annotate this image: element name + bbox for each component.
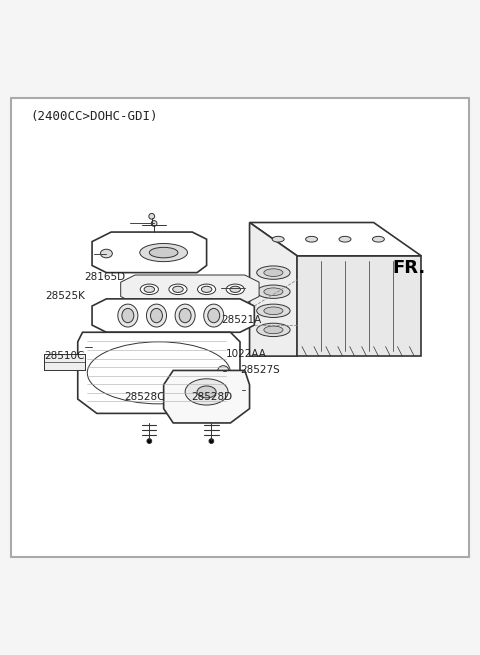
- Ellipse shape: [197, 386, 216, 398]
- Polygon shape: [92, 232, 206, 272]
- Ellipse shape: [122, 309, 134, 323]
- Ellipse shape: [264, 288, 283, 295]
- Ellipse shape: [173, 286, 183, 292]
- Text: 28510C: 28510C: [45, 351, 85, 361]
- Ellipse shape: [204, 304, 224, 327]
- Ellipse shape: [140, 284, 158, 295]
- Ellipse shape: [257, 304, 290, 318]
- Ellipse shape: [272, 236, 284, 242]
- FancyArrow shape: [349, 267, 385, 288]
- Bar: [44, 354, 85, 371]
- Circle shape: [147, 439, 152, 443]
- Ellipse shape: [149, 248, 178, 258]
- Ellipse shape: [201, 286, 212, 292]
- Ellipse shape: [208, 309, 220, 323]
- Text: 28527S: 28527S: [240, 365, 280, 375]
- Text: 28528D: 28528D: [191, 392, 232, 402]
- Circle shape: [149, 214, 155, 219]
- Text: 28525K: 28525K: [45, 291, 85, 301]
- Polygon shape: [92, 299, 254, 332]
- Ellipse shape: [185, 379, 228, 405]
- Circle shape: [151, 221, 157, 227]
- Polygon shape: [250, 223, 421, 256]
- Ellipse shape: [264, 307, 283, 314]
- Text: 28165D: 28165D: [84, 272, 125, 282]
- Ellipse shape: [146, 304, 167, 327]
- Ellipse shape: [226, 284, 244, 295]
- Ellipse shape: [264, 326, 283, 333]
- Circle shape: [209, 439, 214, 443]
- Ellipse shape: [198, 284, 216, 295]
- Text: (2400CC>DOHC-GDI): (2400CC>DOHC-GDI): [30, 110, 157, 123]
- Ellipse shape: [179, 309, 191, 323]
- Ellipse shape: [151, 309, 162, 323]
- Ellipse shape: [264, 269, 283, 276]
- Polygon shape: [120, 275, 259, 304]
- Ellipse shape: [118, 304, 138, 327]
- FancyBboxPatch shape: [11, 98, 469, 557]
- Ellipse shape: [257, 285, 290, 299]
- Ellipse shape: [372, 236, 384, 242]
- Ellipse shape: [257, 323, 290, 337]
- Ellipse shape: [140, 244, 188, 261]
- Ellipse shape: [144, 286, 155, 292]
- Text: 28528C: 28528C: [124, 392, 165, 402]
- Ellipse shape: [175, 304, 195, 327]
- Polygon shape: [297, 256, 421, 356]
- Ellipse shape: [306, 236, 318, 242]
- Ellipse shape: [230, 286, 240, 292]
- Ellipse shape: [169, 284, 187, 295]
- Polygon shape: [78, 332, 240, 413]
- Polygon shape: [250, 223, 297, 356]
- Ellipse shape: [339, 236, 351, 242]
- Text: 28521A: 28521A: [221, 315, 261, 326]
- Ellipse shape: [257, 266, 290, 279]
- Text: 1022AA: 1022AA: [226, 348, 266, 359]
- Text: FR.: FR.: [393, 259, 426, 277]
- Ellipse shape: [100, 250, 112, 258]
- Circle shape: [217, 365, 229, 377]
- Polygon shape: [164, 371, 250, 423]
